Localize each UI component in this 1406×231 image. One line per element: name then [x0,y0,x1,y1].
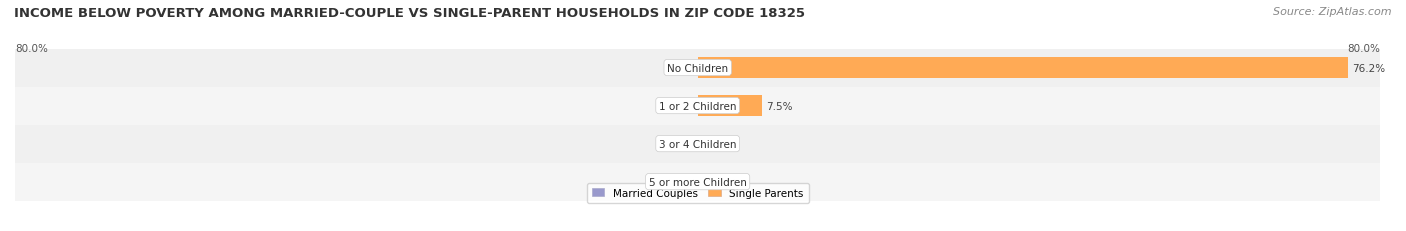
Bar [15,49,1381,87]
Text: 0.0%: 0.0% [668,101,693,111]
Bar [15,163,1381,201]
Bar [697,96,762,117]
Text: No Children: No Children [666,63,728,73]
Text: 7.5%: 7.5% [766,101,793,111]
Text: INCOME BELOW POVERTY AMONG MARRIED-COUPLE VS SINGLE-PARENT HOUSEHOLDS IN ZIP COD: INCOME BELOW POVERTY AMONG MARRIED-COUPL… [14,7,806,20]
Text: 0.0%: 0.0% [668,177,693,187]
Text: 0.0%: 0.0% [702,177,728,187]
Bar [15,125,1381,163]
Text: 0.0%: 0.0% [668,139,693,149]
Bar [15,87,1381,125]
Text: Source: ZipAtlas.com: Source: ZipAtlas.com [1274,7,1392,17]
Legend: Married Couples, Single Parents: Married Couples, Single Parents [586,183,808,203]
Text: 80.0%: 80.0% [1347,44,1381,54]
Bar [697,58,1348,79]
Text: 76.2%: 76.2% [1353,63,1385,73]
Text: 0.0%: 0.0% [668,63,693,73]
Text: 5 or more Children: 5 or more Children [648,177,747,187]
Text: 1 or 2 Children: 1 or 2 Children [659,101,737,111]
Text: 0.0%: 0.0% [702,139,728,149]
Text: 3 or 4 Children: 3 or 4 Children [659,139,737,149]
Text: 80.0%: 80.0% [15,44,48,54]
